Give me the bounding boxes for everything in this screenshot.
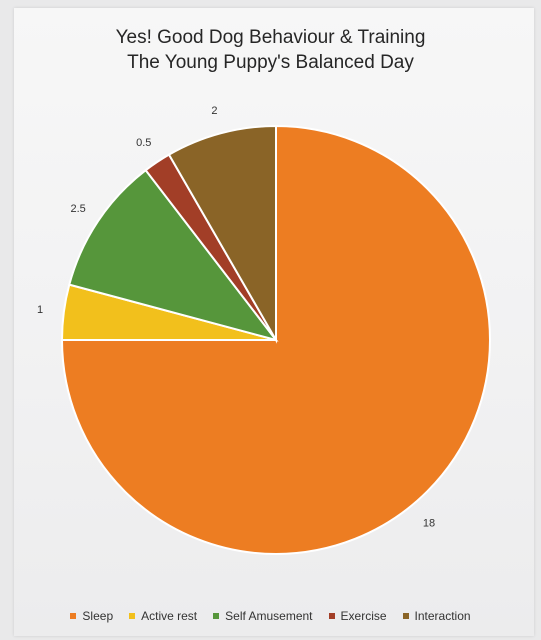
data-label-interaction: 2 — [211, 105, 217, 117]
legend-label: Interaction — [414, 609, 471, 623]
legend-swatch — [328, 613, 335, 619]
legend-swatch — [213, 613, 220, 619]
legend-item-exercise: Exercise — [328, 609, 387, 623]
legend-label: Active rest — [141, 609, 198, 623]
legend-item-active-rest: Active rest — [129, 609, 197, 623]
legend-item-interaction: Interaction — [402, 609, 471, 623]
legend-label: Self Amusement — [225, 609, 313, 623]
pie-slice-interaction — [167, 124, 277, 344]
legend-swatch — [402, 613, 409, 619]
pie-slice-sleep — [60, 124, 491, 555]
chart-title: Yes! Good Dog Behaviour & Training — [115, 27, 426, 48]
legend-swatch — [129, 613, 136, 619]
data-label-sleep: 18 — [423, 517, 435, 529]
chart-subtitle: The Young Puppy's Balanced Day — [127, 52, 414, 73]
legend-item-sleep: Sleep — [70, 609, 113, 623]
legend-label: Sleep — [82, 609, 114, 623]
legend-item-self-amusement: Self Amusement — [213, 609, 313, 623]
chart-legend: Sleep Active rest Self Amusement Exercise In… — [0, 609, 541, 623]
pie-slice-self-amusement — [68, 168, 279, 342]
legend-swatch — [70, 613, 77, 619]
data-label-self-amusement: 2.5 — [70, 203, 85, 215]
data-label-active-rest: 1 — [37, 304, 43, 316]
data-label-exercise: 0.5 — [136, 137, 151, 149]
legend-label: Exercise — [340, 609, 387, 623]
